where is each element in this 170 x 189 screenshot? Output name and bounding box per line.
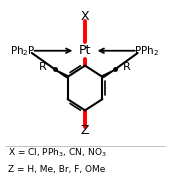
Text: Pt: Pt: [79, 44, 91, 57]
Text: X = Cl, PPh$_3$, CN, NO$_3$: X = Cl, PPh$_3$, CN, NO$_3$: [8, 147, 107, 159]
Text: PPh$_2$: PPh$_2$: [134, 44, 159, 58]
Polygon shape: [101, 69, 115, 77]
Text: Z = H, Me, Br, F, OMe: Z = H, Me, Br, F, OMe: [8, 165, 105, 174]
Text: R: R: [123, 63, 131, 73]
Text: Z: Z: [81, 124, 89, 137]
Text: R: R: [39, 63, 47, 73]
Text: Ph$_2$P: Ph$_2$P: [10, 44, 36, 58]
Polygon shape: [55, 69, 69, 77]
Text: X: X: [81, 10, 89, 23]
